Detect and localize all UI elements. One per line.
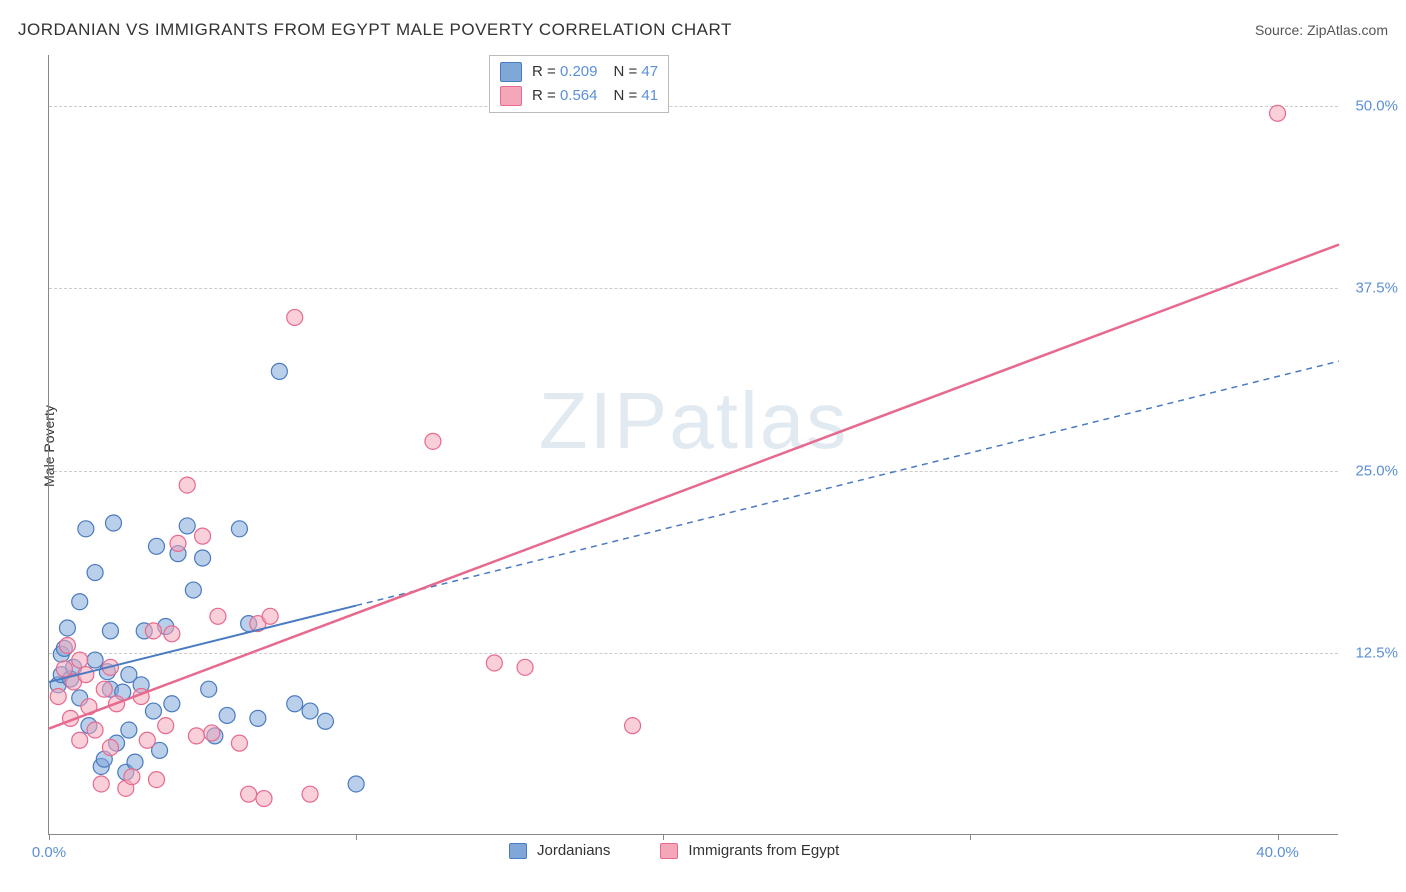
data-point: [149, 538, 165, 554]
data-point: [201, 681, 217, 697]
data-point: [188, 728, 204, 744]
data-point: [185, 582, 201, 598]
bottom-legend: Jordanians Immigrants from Egypt: [509, 842, 839, 859]
r-value-jordanians: 0.209: [560, 63, 598, 80]
data-point: [195, 528, 211, 544]
data-point: [486, 655, 502, 671]
data-point: [72, 732, 88, 748]
scatter-svg: [49, 55, 1338, 834]
data-point: [256, 791, 272, 807]
data-point: [625, 718, 641, 734]
data-point: [1270, 105, 1286, 121]
data-point: [102, 740, 118, 756]
data-point: [127, 754, 143, 770]
data-point: [210, 608, 226, 624]
data-point: [59, 637, 75, 653]
data-point: [271, 363, 287, 379]
data-point: [149, 772, 165, 788]
data-point: [179, 518, 195, 534]
data-point: [72, 652, 88, 668]
y-tick-label: 50.0%: [1355, 98, 1398, 115]
chart-title: JORDANIAN VS IMMIGRANTS FROM EGYPT MALE …: [18, 20, 732, 40]
swatch-sm-egypt: [660, 843, 678, 859]
data-point: [124, 769, 140, 785]
swatch-egypt: [500, 86, 522, 106]
data-point: [262, 608, 278, 624]
data-point: [87, 722, 103, 738]
data-point: [145, 703, 161, 719]
data-point: [287, 696, 303, 712]
data-point: [517, 659, 533, 675]
legend-row-jordanians: R = 0.209 N = 47: [500, 60, 658, 84]
x-tick-label-min: 0.0%: [32, 844, 66, 861]
r-label: R =: [532, 63, 556, 80]
data-point: [50, 688, 66, 704]
y-tick-label: 12.5%: [1355, 644, 1398, 661]
data-point: [179, 477, 195, 493]
y-tick-label: 25.0%: [1355, 462, 1398, 479]
data-point: [170, 535, 186, 551]
n-label: N =: [613, 63, 637, 80]
r-value-egypt: 0.564: [560, 87, 598, 104]
data-point: [164, 626, 180, 642]
data-point: [106, 515, 122, 531]
data-point: [195, 550, 211, 566]
data-point: [204, 725, 220, 741]
data-point: [72, 594, 88, 610]
data-point: [231, 521, 247, 537]
data-point: [302, 703, 318, 719]
trend-line: [49, 245, 1339, 729]
r-label-2: R =: [532, 87, 556, 104]
n-label-2: N =: [613, 87, 637, 104]
data-point: [219, 707, 235, 723]
plot-area: 12.5%25.0%37.5%50.0% ZIPatlas R = 0.209N…: [48, 55, 1338, 835]
n-value-egypt: 41: [641, 87, 658, 104]
data-point: [348, 776, 364, 792]
data-point: [96, 681, 112, 697]
data-point: [78, 521, 94, 537]
x-tick-label-max: 40.0%: [1256, 844, 1299, 861]
correlation-legend: R = 0.209 N = 47 R = 0.564 N = 41: [489, 55, 669, 113]
y-tick-label: 37.5%: [1355, 280, 1398, 297]
swatch-sm-jordanians: [509, 843, 527, 859]
data-point: [121, 722, 137, 738]
data-point: [241, 786, 257, 802]
bottom-legend-label-jordanians: Jordanians: [537, 842, 610, 859]
data-point: [287, 309, 303, 325]
bottom-legend-label-egypt: Immigrants from Egypt: [688, 842, 839, 859]
data-point: [317, 713, 333, 729]
data-point: [87, 565, 103, 581]
swatch-jordanians: [500, 62, 522, 82]
header-row: JORDANIAN VS IMMIGRANTS FROM EGYPT MALE …: [18, 20, 1388, 40]
data-point: [158, 718, 174, 734]
trend-line-dashed: [356, 361, 1339, 605]
data-point: [250, 710, 266, 726]
data-point: [59, 620, 75, 636]
data-point: [93, 776, 109, 792]
legend-row-egypt: R = 0.564 N = 41: [500, 84, 658, 108]
data-point: [231, 735, 247, 751]
data-point: [87, 652, 103, 668]
data-point: [102, 623, 118, 639]
data-point: [145, 623, 161, 639]
data-point: [302, 786, 318, 802]
data-point: [164, 696, 180, 712]
data-point: [425, 433, 441, 449]
data-point: [139, 732, 155, 748]
n-value-jordanians: 47: [641, 63, 658, 80]
source-label: Source: ZipAtlas.com: [1255, 22, 1388, 38]
